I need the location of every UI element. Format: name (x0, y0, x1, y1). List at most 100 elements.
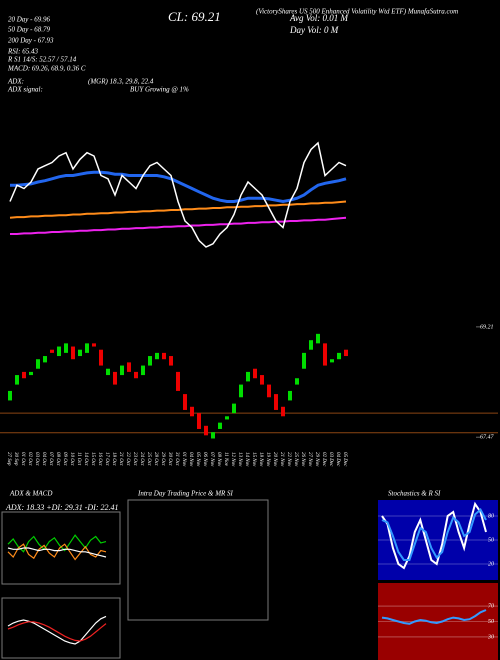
x-tick-label: 15 Oct (90, 452, 95, 466)
y-tick-label: 70 (488, 603, 494, 609)
indicator-line (7, 534, 107, 553)
x-tick-label: 26 Nov (300, 452, 305, 467)
ma-line: 20 Day - 69.96 (8, 16, 50, 24)
candle (260, 375, 264, 385)
candle (232, 403, 236, 414)
x-tick-label: 05 Nov (195, 452, 200, 467)
x-tick-label: 22 Nov (286, 452, 291, 467)
y-tick-label: 67.47 (480, 434, 495, 441)
intraday-frame (127, 499, 269, 621)
candle (204, 425, 208, 436)
x-tick-label: 06 Nov (202, 452, 207, 467)
x-tick-label: 04 Dec (335, 452, 340, 467)
macd-frame (1, 597, 121, 659)
candle (218, 422, 222, 429)
x-tick-label: 07 Nov (209, 452, 214, 467)
y-tick-label: 20 (488, 561, 494, 567)
candle (148, 356, 152, 366)
candle (344, 349, 348, 357)
candle (57, 346, 61, 357)
x-tick-label: 12 Nov (230, 452, 235, 467)
x-tick-label: 21 Oct (118, 452, 123, 466)
x-tick-label: 08 Oct (55, 452, 60, 466)
x-tick-label: 04 Nov (188, 452, 193, 467)
x-tick-label: 11 Nov (223, 452, 228, 467)
source: (VictoryShares US 500 Enhanced Volatilit… (256, 8, 458, 16)
candle (281, 406, 285, 417)
candle (183, 394, 187, 410)
candle (197, 413, 201, 429)
candle (316, 333, 320, 344)
x-tick-label: 16 Oct (97, 452, 102, 466)
x-tick-label: 03 Oct (34, 452, 39, 466)
candle (29, 371, 33, 376)
x-tick-label: 15 Nov (251, 452, 256, 467)
candle (169, 356, 173, 366)
close-price: CL: 69.21 (168, 9, 221, 24)
indicator-line (381, 508, 487, 561)
panel-subtitle: ADX: 18.33 +DI: 29.31 -DI: 22.41 (5, 503, 119, 512)
x-tick-label: 07 Oct (48, 452, 53, 466)
x-tick-label: 29 Nov (314, 452, 319, 467)
candle (239, 384, 243, 398)
candle (246, 371, 250, 382)
y-tick-label: 30 (487, 634, 494, 640)
x-tick-label: 31 Oct (174, 452, 179, 466)
x-tick-label: 05 Dec (342, 452, 347, 467)
x-tick-label: 02 Oct (27, 452, 32, 466)
candle (43, 356, 47, 363)
signal: BUY Growing @ 1% (130, 86, 189, 94)
indicator: MACD: 69.26, 68.9, 0.36 C (7, 65, 86, 73)
y-tick-label: 50 (488, 537, 494, 543)
indicator-line (7, 621, 107, 642)
x-tick-label: 01 Oct (20, 452, 25, 466)
candle (225, 416, 229, 420)
x-tick-label: 14 Oct (83, 452, 88, 466)
candle (64, 343, 68, 353)
x-tick-label: 09 Oct (62, 452, 67, 466)
candle (22, 371, 26, 379)
ma-line (9, 200, 347, 219)
ma-line: 200 Day - 67.93 (8, 37, 54, 45)
candle (337, 352, 341, 360)
x-tick-label: 27 Nov (307, 452, 312, 467)
candle (309, 340, 313, 350)
x-tick-label: 30 Oct (167, 452, 172, 466)
x-tick-label: 11 Oct (76, 452, 81, 466)
candle (274, 394, 278, 410)
candle (85, 343, 89, 353)
y-tick-label: 69.21 (480, 324, 494, 330)
indicator-line (381, 501, 487, 570)
x-tick-label: 19 Nov (265, 452, 270, 467)
candle (15, 375, 19, 385)
candle (120, 365, 124, 376)
adx-values: (MGR) 18.3, 29.8, 22.4 (88, 78, 154, 86)
signal-label: ADX signal: (7, 86, 43, 94)
x-tick-label: 20 Nov (272, 452, 277, 467)
x-tick-label: 25 Oct (146, 452, 151, 466)
indicator-line (7, 615, 107, 645)
candle (50, 349, 54, 353)
ma-line (10, 216, 347, 235)
x-tick-label: 23 Oct (132, 452, 137, 466)
adx-label: ADX: (7, 78, 24, 86)
x-tick-label: 03 Dec (328, 452, 333, 467)
candle (302, 352, 306, 369)
candle (92, 343, 96, 347)
price-line (9, 141, 347, 248)
candle (323, 343, 327, 366)
adx-frame (1, 511, 121, 585)
panel-title: ADX & MACD (9, 490, 52, 498)
x-tick-label: 08 Nov (216, 452, 221, 467)
candle (113, 371, 117, 385)
indicator: R S1 14/S: 52.57 / 57.14 (7, 56, 77, 64)
x-tick-label: 24 Oct (139, 452, 144, 466)
x-tick-label: 30 Sep (13, 452, 18, 466)
x-tick-label: 28 Oct (153, 452, 158, 466)
indicator-line (381, 609, 487, 625)
candle (141, 365, 145, 376)
day-volume: Day Vol: 0 M (289, 25, 339, 35)
x-tick-label: 14 Nov (244, 452, 249, 467)
x-tick-label: 22 Oct (125, 452, 130, 466)
